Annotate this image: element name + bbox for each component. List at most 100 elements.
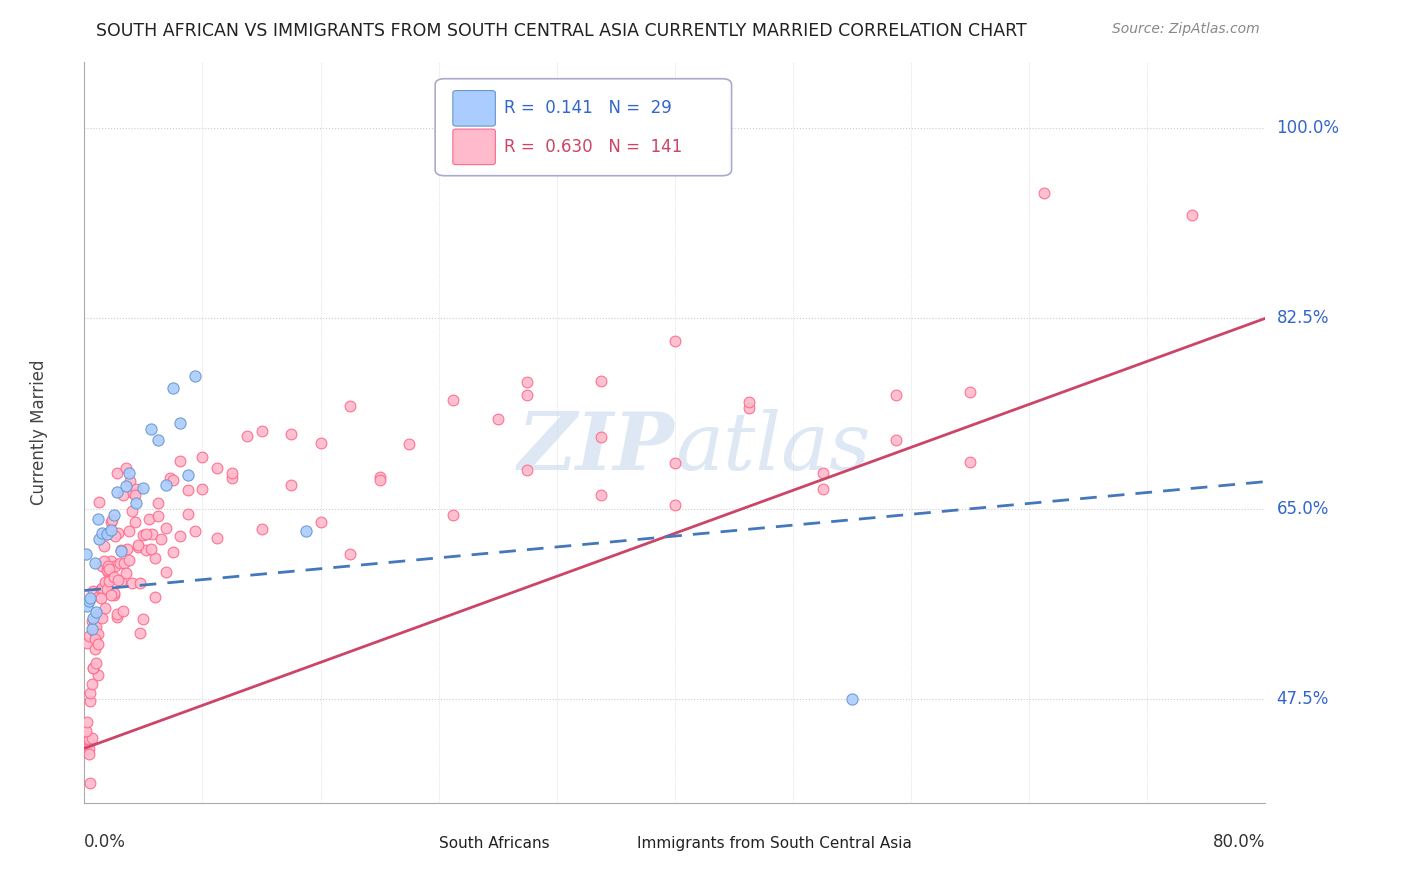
Point (115, 542, 138, 557)
Point (591, 374, 613, 388)
Point (443, 392, 465, 407)
Point (141, 527, 163, 541)
Point (177, 507, 200, 521)
Point (169, 416, 191, 430)
Point (516, 388, 538, 402)
Point (82, 610, 104, 624)
Point (87, 590, 111, 604)
Point (162, 381, 184, 395)
Point (91, 558, 114, 573)
Point (90, 582, 112, 596)
Point (132, 481, 155, 495)
Point (75, 723, 97, 738)
Point (87, 607, 111, 622)
Point (84, 628, 107, 642)
Point (169, 454, 191, 468)
Point (93, 554, 115, 568)
Point (111, 603, 134, 617)
Point (162, 545, 184, 559)
Point (664, 498, 686, 512)
Point (86, 668, 108, 682)
Point (76, 636, 98, 650)
Point (100, 588, 122, 602)
Point (132, 612, 155, 626)
Point (236, 429, 259, 443)
Point (148, 433, 170, 447)
Point (129, 626, 152, 640)
Point (79, 686, 101, 700)
Point (79, 694, 101, 708)
Point (87, 495, 111, 509)
Point (118, 553, 141, 567)
Point (177, 483, 200, 498)
Point (124, 515, 146, 529)
Text: R =  0.630   N =  141: R = 0.630 N = 141 (503, 138, 682, 156)
Point (79, 776, 101, 790)
Text: South Africans: South Africans (439, 836, 550, 851)
Point (105, 607, 128, 622)
Point (84, 656, 107, 670)
Point (104, 559, 127, 574)
Point (125, 496, 148, 510)
Point (82, 584, 104, 599)
Point (125, 482, 148, 496)
Point (82, 661, 104, 675)
Point (94, 575, 117, 590)
Point (84, 620, 107, 634)
Point (76, 729, 98, 743)
Point (75, 547, 97, 561)
Point (84, 606, 107, 620)
Point (118, 524, 141, 539)
Point (280, 426, 302, 441)
Point (150, 532, 173, 546)
Point (90, 591, 112, 605)
Point (75, 741, 97, 756)
Point (1181, 208, 1204, 222)
Point (96, 563, 118, 577)
Point (86, 627, 108, 641)
Point (86, 637, 108, 651)
Point (100, 524, 122, 538)
Point (309, 436, 332, 450)
Text: R =  0.141   N =  29: R = 0.141 N = 29 (503, 99, 672, 118)
FancyBboxPatch shape (434, 78, 731, 176)
Point (155, 521, 177, 535)
Point (162, 473, 184, 487)
Point (121, 575, 143, 590)
Point (516, 375, 538, 389)
Point (250, 523, 273, 537)
Text: 100.0%: 100.0% (1277, 119, 1340, 136)
Point (664, 456, 686, 470)
Point (97, 559, 120, 574)
Point (398, 436, 420, 450)
Point (486, 412, 509, 426)
Point (169, 529, 191, 543)
Point (105, 467, 128, 481)
Text: atlas: atlas (675, 409, 870, 486)
Point (91, 611, 114, 625)
Point (159, 471, 181, 485)
Text: Source: ZipAtlas.com: Source: ZipAtlas.com (1112, 21, 1260, 36)
Point (96, 527, 118, 541)
Point (91, 582, 114, 596)
Point (368, 470, 391, 484)
Point (127, 538, 149, 552)
Point (79, 591, 101, 605)
Point (77, 731, 100, 746)
Point (443, 508, 465, 523)
Point (98, 562, 121, 576)
Point (959, 384, 981, 399)
Point (591, 430, 613, 444)
Point (250, 424, 273, 438)
Point (76, 714, 98, 729)
Point (114, 461, 136, 475)
Point (339, 547, 361, 561)
Point (155, 566, 177, 580)
Point (105, 485, 128, 500)
Point (103, 508, 125, 522)
Point (959, 455, 981, 469)
Point (207, 531, 229, 545)
Point (124, 488, 146, 502)
Point (135, 542, 157, 557)
Point (664, 334, 686, 349)
